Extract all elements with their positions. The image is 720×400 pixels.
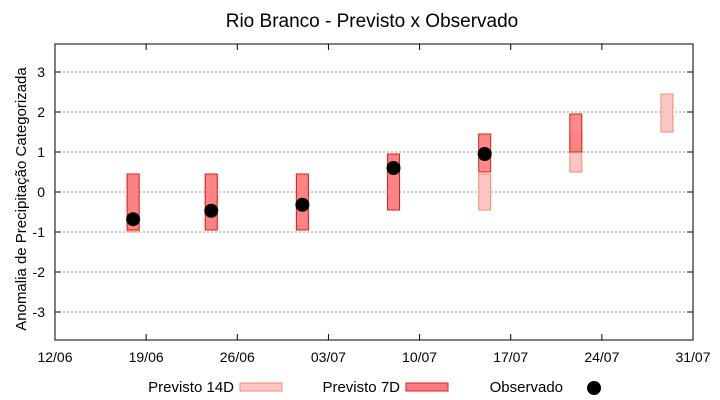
x-tick-label: 26/06	[220, 349, 255, 365]
legend-swatch-previsto-7d	[405, 382, 449, 392]
observado-point	[126, 212, 141, 227]
observado-point	[477, 147, 492, 161]
legend-swatch-previsto-14d	[239, 382, 283, 392]
y-tick-label: 2	[37, 104, 45, 120]
y-tick-label: -2	[33, 264, 46, 280]
previsto-14d-bar	[478, 173, 492, 211]
observado-point	[295, 197, 310, 212]
y-tick-label: 0	[37, 184, 45, 200]
y-tick-label: -3	[33, 304, 46, 320]
legend-label: Previsto 14D	[148, 379, 234, 396]
previsto-7d-bar	[569, 113, 583, 153]
axis-ticks: 3 2 1 0 -1 -2 -3 12/06 19/06 26/06 03/07 10/07 17/07…	[33, 44, 711, 365]
legend-swatch-observado	[587, 381, 601, 395]
legend-label: Previsto 7D	[322, 379, 400, 396]
legend: Previsto 14D Previsto 7D Observado	[148, 379, 601, 396]
chart-title: Rio Branco - Previsto x Observado	[226, 11, 519, 32]
previsto-7d-bar	[204, 173, 218, 231]
x-tick-label: 24/07	[584, 349, 619, 365]
previsto-14d-bar	[660, 93, 674, 133]
x-tick-label: 19/06	[129, 349, 164, 365]
y-axis-label: Anomalia de Precipitação Categorizada	[13, 67, 30, 331]
plot-frame	[54, 43, 694, 341]
grid-lines	[55, 71, 693, 313]
y-tick-label: 1	[37, 144, 45, 160]
legend-label: Observado	[490, 379, 563, 396]
observado-point	[386, 161, 401, 175]
x-tick-label: 12/06	[37, 349, 72, 365]
y-tick-label: 3	[37, 64, 45, 80]
x-tick-label: 03/07	[311, 349, 346, 365]
x-tick-label: 31/07	[675, 349, 710, 365]
x-tick-label: 17/07	[493, 349, 528, 365]
y-tick-label: -1	[33, 224, 46, 240]
chart-marks	[126, 93, 674, 233]
observado-point	[204, 203, 219, 218]
x-tick-label: 10/07	[402, 349, 437, 365]
